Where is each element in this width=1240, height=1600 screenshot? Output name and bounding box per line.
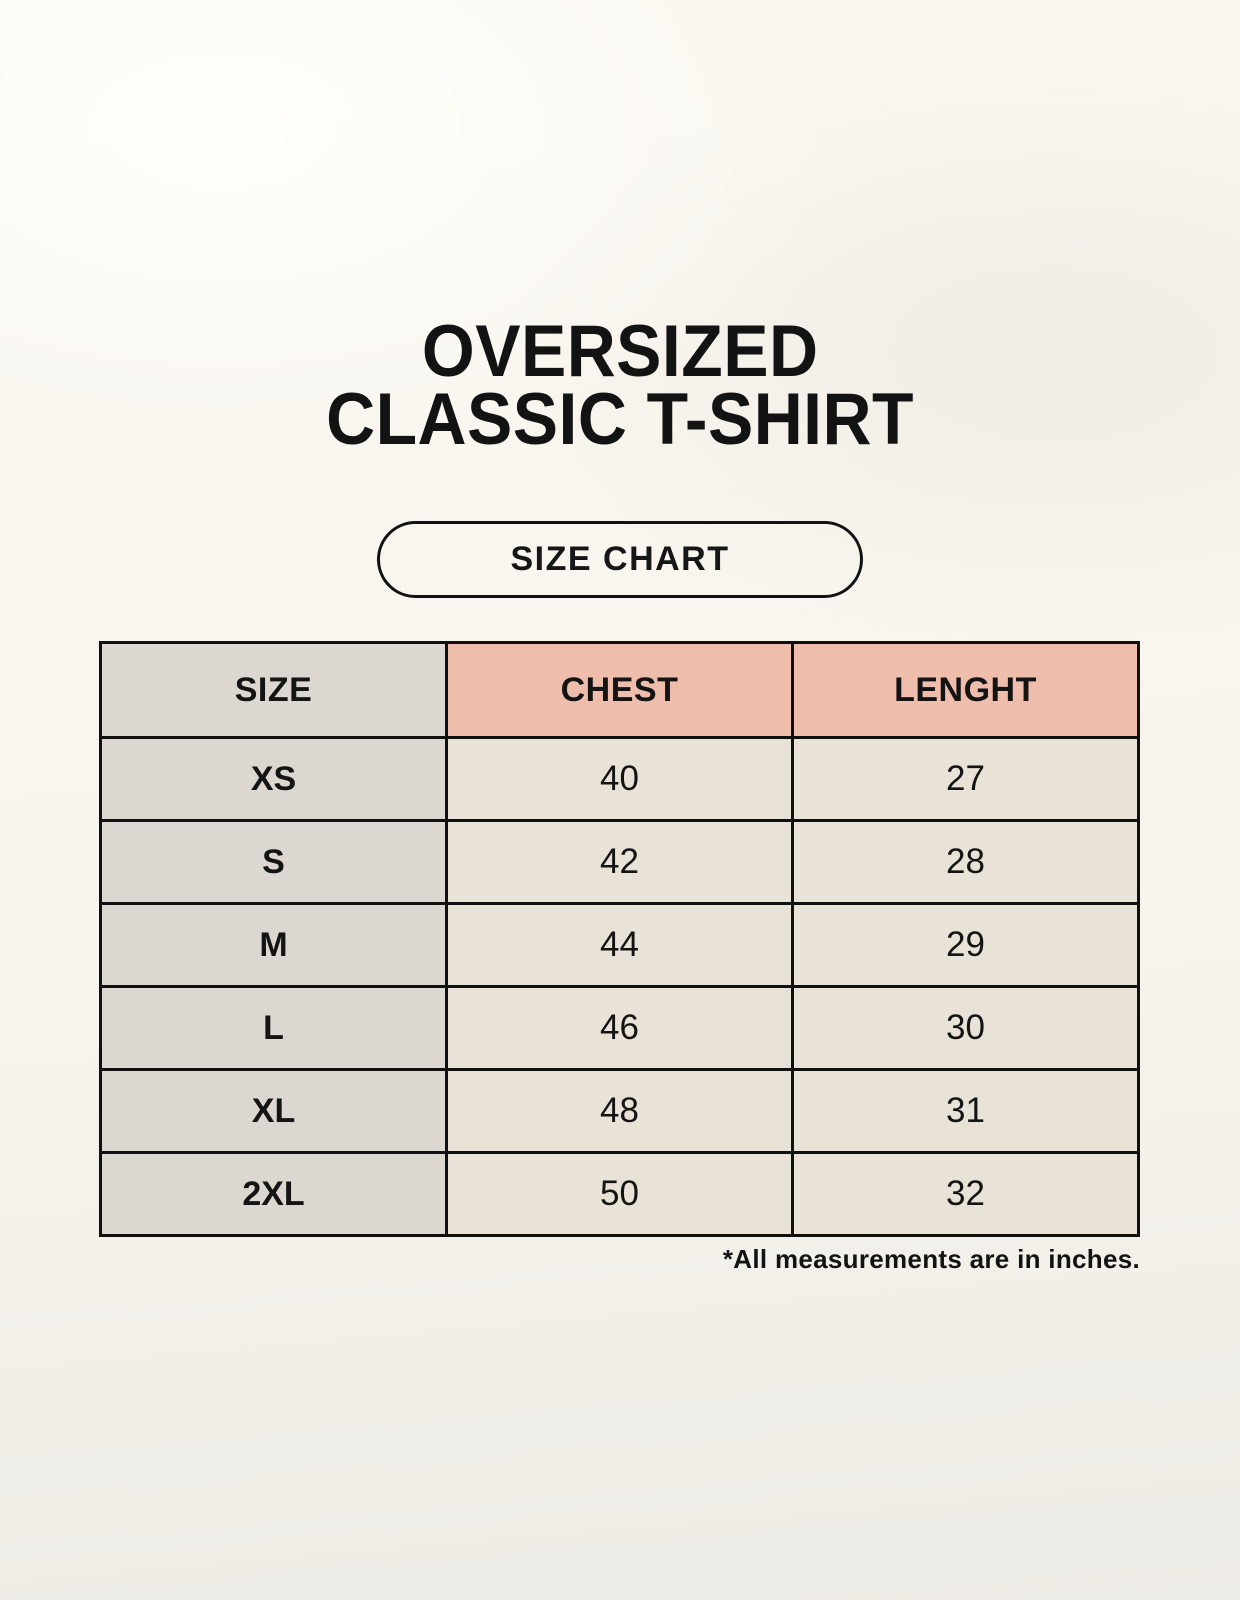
page-title: OVERSIZED CLASSIC T-SHIRT	[0, 311, 1240, 460]
size-label: S	[99, 819, 448, 905]
table-row: L 46 30	[99, 985, 1140, 1071]
chest-value: 44	[445, 902, 794, 988]
measurements-footnote: *All measurements are in inches.	[722, 1244, 1140, 1274]
size-chart-table: SIZE CHEST LENGHT XS 40 27 S 42 28 M 44 …	[99, 641, 1140, 1237]
chest-value: 46	[445, 985, 794, 1071]
lenght-value: 28	[791, 819, 1140, 905]
table-row: 2XL 50 32	[99, 1151, 1140, 1237]
chest-value: 40	[445, 736, 794, 822]
column-header-chest: CHEST	[445, 641, 794, 739]
title-line-2: CLASSIC T-SHIRT	[326, 379, 914, 460]
column-header-lenght: LENGHT	[791, 641, 1140, 739]
chest-value: 50	[445, 1151, 794, 1237]
size-label: 2XL	[99, 1151, 448, 1237]
lenght-value: 31	[791, 1068, 1140, 1154]
size-label: L	[99, 985, 448, 1071]
size-chart-badge-label: SIZE CHART	[510, 540, 730, 578]
size-label: XL	[99, 1068, 448, 1154]
table-row: M 44 29	[99, 902, 1140, 988]
size-label: M	[99, 902, 448, 988]
title-line-1: OVERSIZED	[421, 311, 819, 392]
chest-value: 42	[445, 819, 794, 905]
lenght-value: 32	[791, 1151, 1140, 1237]
table-row: S 42 28	[99, 819, 1140, 905]
lenght-value: 27	[791, 736, 1140, 822]
size-chart-badge: SIZE CHART	[377, 521, 863, 598]
column-header-size: SIZE	[99, 641, 448, 739]
table-header-row: SIZE CHEST LENGHT	[99, 641, 1140, 739]
size-label: XS	[99, 736, 448, 822]
table-row: XS 40 27	[99, 736, 1140, 822]
lenght-value: 30	[791, 985, 1140, 1071]
chest-value: 48	[445, 1068, 794, 1154]
table-row: XL 48 31	[99, 1068, 1140, 1154]
lenght-value: 29	[791, 902, 1140, 988]
